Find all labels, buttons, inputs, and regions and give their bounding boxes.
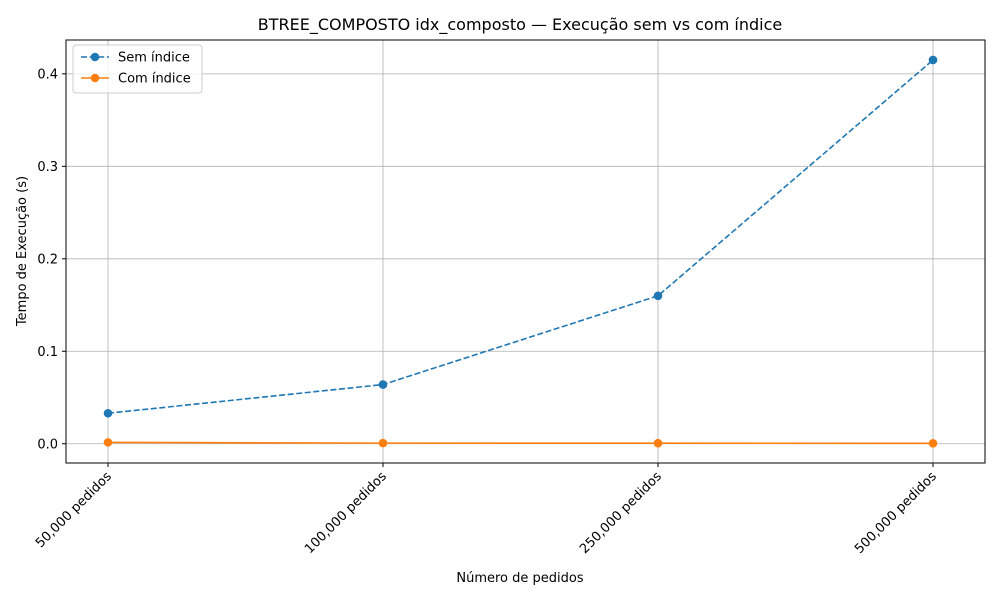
series-1 [103, 438, 938, 448]
y-tick-label: 0.0 [37, 437, 58, 452]
series-line [107, 441, 934, 445]
series-0 [103, 55, 938, 418]
legend-marker [90, 52, 100, 62]
legend: Sem índice Com índice [72, 44, 203, 94]
x-axis-label: Número de pedidos [456, 571, 583, 586]
legend-item-0: Sem índice [81, 51, 190, 66]
y-tick-label: 0.3 [37, 160, 58, 175]
y-tick-label: 0.4 [37, 67, 58, 82]
grid [66, 40, 985, 463]
data-point [653, 438, 663, 448]
legend-label: Com índice [118, 72, 191, 87]
data-point [928, 439, 938, 448]
legend-marker [90, 73, 100, 83]
series-line [107, 59, 934, 415]
chart-title: BTREE_COMPOSTO idx_composto — Execução s… [258, 15, 782, 35]
legend-label: Sem índice [118, 51, 190, 66]
data-point [103, 408, 113, 418]
data-point [378, 438, 388, 448]
data-point [653, 291, 663, 301]
plot-area-frame [65, 39, 986, 464]
y-tick-label: 0.2 [37, 252, 58, 267]
data-point [103, 438, 113, 447]
y-axis-label: Tempo de Execução (s) [15, 176, 30, 327]
series-lines [103, 55, 938, 448]
y-tick-label: 0.1 [37, 345, 58, 360]
data-point [928, 55, 938, 65]
data-point [378, 380, 388, 389]
legend-item-1: Com índice [81, 72, 191, 87]
legend-box [72, 44, 203, 94]
